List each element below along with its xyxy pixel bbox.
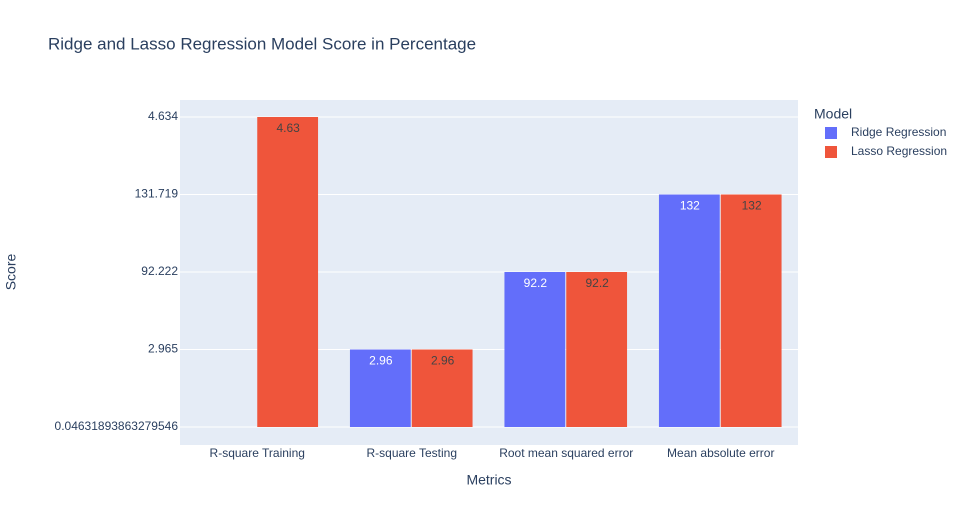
x-axis-title: Metrics bbox=[466, 472, 511, 488]
data-label: 92.2 bbox=[524, 276, 548, 290]
bar bbox=[349, 349, 411, 427]
bar bbox=[411, 349, 473, 427]
bar bbox=[566, 272, 628, 427]
y-tick-label: 4.634 bbox=[148, 109, 178, 123]
bar bbox=[720, 194, 782, 427]
y-tick-label: 2.965 bbox=[148, 342, 178, 356]
x-tick-label: Mean absolute error bbox=[667, 446, 774, 460]
y-tick-label: 0.04631893863279546 bbox=[55, 419, 179, 433]
x-tick-label: Root mean squared error bbox=[499, 446, 633, 460]
legend-label: Lasso Regression bbox=[851, 144, 947, 158]
y-tick-label: 131.719 bbox=[135, 187, 179, 201]
y-tick-label: 92.222 bbox=[141, 264, 178, 278]
legend-swatch bbox=[825, 127, 837, 139]
data-label: 4.63 bbox=[276, 121, 300, 135]
data-label: 2.96 bbox=[369, 354, 393, 368]
data-label: 2.96 bbox=[431, 354, 455, 368]
data-label: 132 bbox=[680, 199, 700, 213]
bar bbox=[504, 272, 566, 427]
x-tick-label: R-square Testing bbox=[367, 446, 458, 460]
data-label: 132 bbox=[742, 199, 762, 213]
x-tick-label: R-square Training bbox=[210, 446, 305, 460]
chart-title: Ridge and Lasso Regression Model Score i… bbox=[48, 34, 476, 53]
legend-swatch bbox=[825, 146, 837, 158]
legend-title: Model bbox=[814, 106, 852, 122]
data-label: 92.2 bbox=[585, 276, 609, 290]
bar bbox=[257, 117, 319, 427]
y-axis-title: Score bbox=[3, 254, 19, 291]
legend-label: Ridge Regression bbox=[851, 125, 946, 139]
bar bbox=[658, 194, 720, 427]
